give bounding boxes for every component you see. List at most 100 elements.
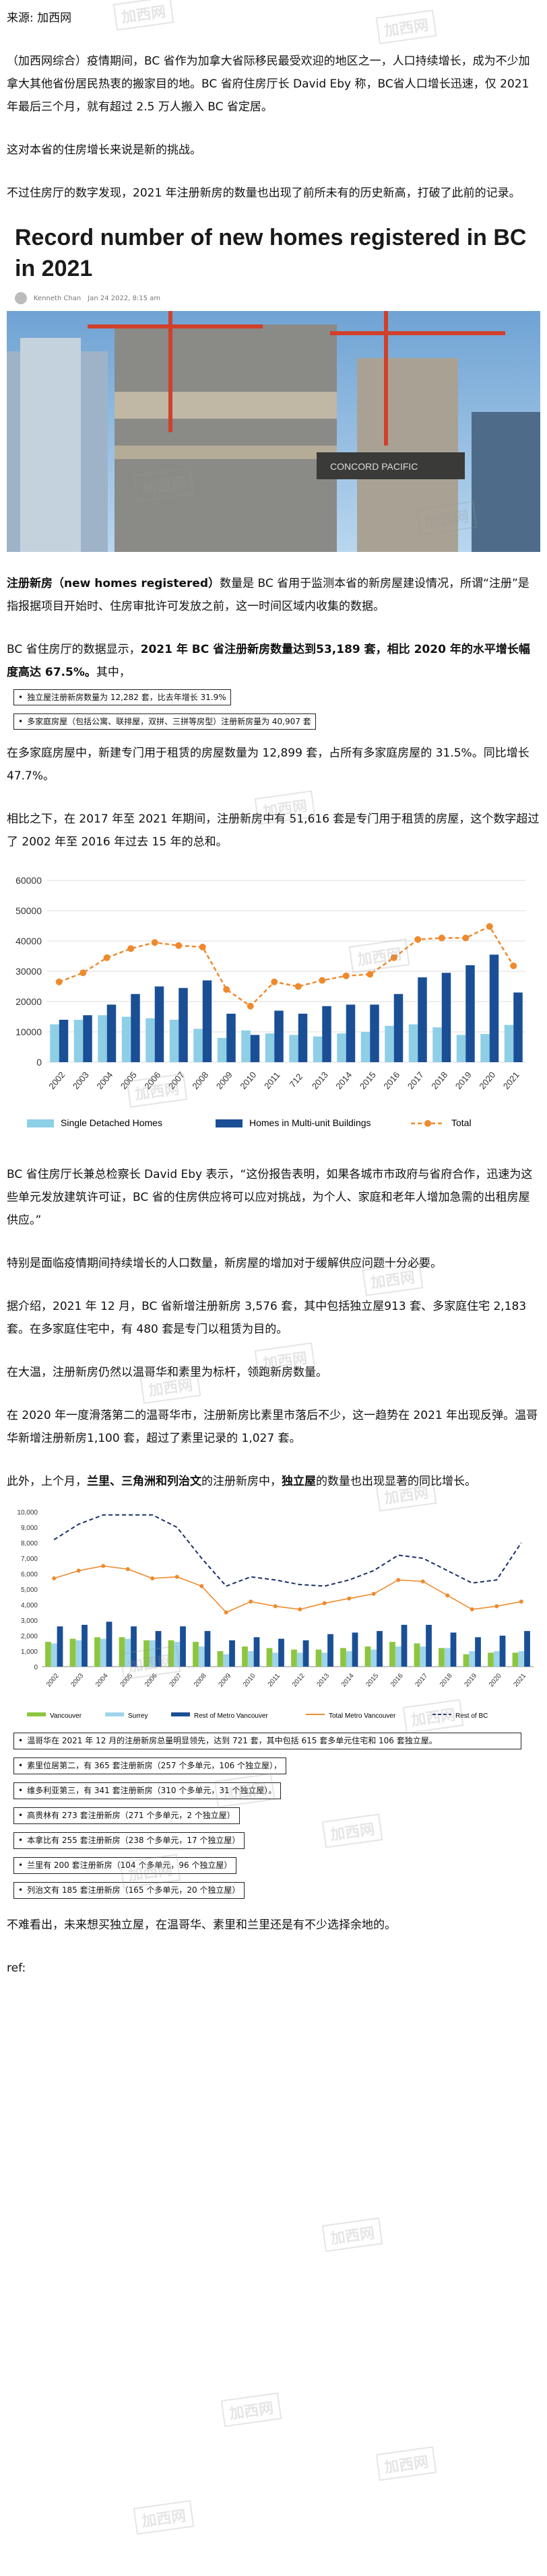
bar-surrey	[444, 1648, 451, 1667]
bar-multi-unit	[298, 1014, 308, 1062]
bar-single-detached	[360, 1032, 371, 1062]
y-tick-label: 20000	[15, 996, 42, 1007]
definition-text: 数量是 BC 省用于监测本省的新房屋建设情况，所谓“注册”是指报据项目开始时、住…	[7, 577, 529, 613]
bar-multi-unit	[322, 1006, 331, 1062]
bar-surrey	[395, 1646, 401, 1667]
y-tick-label: 6,000	[21, 1571, 38, 1578]
watermark-logo: 加西网	[220, 2392, 282, 2427]
x-tick-label: 2019	[453, 1070, 474, 1091]
bar-rest-of-metro-vancouver	[278, 1638, 284, 1667]
bar-vancouver	[488, 1652, 494, 1667]
y-tick-label: 9,000	[21, 1525, 38, 1532]
y-tick-label: 0	[36, 1057, 42, 1068]
bar-single-detached	[265, 1033, 275, 1062]
legend-label: Rest of Metro Vancouver	[194, 1712, 269, 1720]
note-item: 列治文有 185 套注册新房（165 个多单元，20 个独立屋）	[13, 1882, 245, 1899]
y-tick-label: 10000	[15, 1026, 42, 1037]
paragraph-december: 据介绍，2021 年 12 月，BC 省新增注册新房 3,576 套，其中包括独…	[7, 1300, 527, 1336]
line-rest-of-bc	[53, 1514, 522, 1587]
paragraph-challenge: 这对本省的住房增长来说是新的挑战。	[7, 143, 201, 157]
bar-single-detached	[217, 1038, 227, 1062]
point-total-metro	[347, 1596, 352, 1601]
bar-single-detached	[73, 1020, 84, 1062]
byline: Kenneth Chan Jan 24 2022, 8:15 am	[15, 292, 540, 304]
publish-date: Jan 24 2022, 8:15 am	[88, 294, 161, 302]
point-total	[438, 934, 445, 942]
x-tick-label: 2009	[217, 1672, 232, 1688]
bar-surrey	[247, 1651, 254, 1667]
x-tick-label: 2019	[463, 1672, 478, 1688]
bar-single-detached	[169, 1020, 179, 1062]
callout-detached: 独立屋注册新房数量为 12,282 套，比去年增长 31.9%	[13, 689, 231, 705]
bar-multi-unit	[202, 980, 212, 1062]
bar-rest-of-metro-vancouver	[82, 1624, 88, 1667]
point-total	[319, 977, 326, 984]
legend-swatch	[105, 1712, 124, 1716]
x-tick-label: 2011	[267, 1672, 282, 1688]
chart-registrations: 0 10000 20000 30000 40000 50000 60000 2002 2003 2…	[7, 867, 540, 1150]
bar-vancouver	[45, 1642, 51, 1667]
bar-surrey	[518, 1651, 525, 1667]
watermark-logo: 加西网	[375, 2446, 437, 2481]
bar-multi-unit	[179, 987, 188, 1062]
legend-swatch	[27, 1712, 46, 1716]
paragraph-definition: 注册新房（new homes registered）数量是 BC 省用于监测本省…	[7, 572, 540, 618]
bar-vancouver	[266, 1648, 273, 1667]
bar-multi-unit	[59, 1020, 69, 1062]
y-tick-label: 3,000	[21, 1617, 38, 1625]
y-tick-label: 60000	[15, 875, 42, 886]
x-tick-label: 2021	[501, 1070, 521, 1091]
point-total	[294, 983, 302, 990]
bar-rest-of-metro-vancouver	[253, 1637, 260, 1667]
bar-rest-of-metro-vancouver	[450, 1632, 457, 1667]
bar-rest-of-metro-vancouver	[352, 1632, 358, 1667]
x-tick-label: 2018	[429, 1070, 449, 1091]
point-total	[103, 954, 110, 961]
bar-vancouver	[315, 1649, 322, 1667]
bar-single-detached	[480, 1034, 490, 1062]
line-total	[59, 925, 515, 1008]
bar-single-detached	[50, 1024, 59, 1062]
x-tick-label: 2002	[46, 1070, 67, 1091]
bar-vancouver	[69, 1638, 76, 1667]
regions-lead: 此外，上个月，	[7, 1475, 87, 1488]
bar-multi-unit	[393, 994, 404, 1062]
paragraph-regions: 此外，上个月，兰里、三角洲和列治文的注册新房中，独立屋的数量也出现显著的同比增长…	[7, 1470, 540, 1493]
crane-banner-text: CONCORD PACIFIC	[330, 461, 418, 472]
point-total-metro	[52, 1576, 57, 1580]
x-tick-label: 2003	[71, 1070, 91, 1091]
bar-surrey	[346, 1651, 352, 1667]
point-total	[55, 978, 63, 985]
point-total-metro	[174, 1574, 179, 1579]
x-tick-label: 2020	[488, 1672, 503, 1688]
bar-vancouver	[463, 1654, 470, 1667]
stats-highlight: 2021 年 BC 省注册新房数量达到53,189 套，相比 2020 年的水平…	[7, 643, 530, 679]
bar-single-detached	[121, 1016, 131, 1062]
bar-surrey	[174, 1642, 181, 1667]
callout-multifamily: 多家庭房屋（包括公寓、联排屋，双拼、三拼等房型）注册新房量为 40,907 套	[13, 713, 316, 730]
construction-photo: CONCORD PACIFIC	[7, 311, 540, 552]
x-tick-label: 2005	[119, 1672, 134, 1688]
legend-label-single: Single Detached Homes	[61, 1117, 162, 1128]
bar-surrey	[272, 1652, 279, 1667]
x-tick-label: 2011	[262, 1070, 282, 1091]
bar-vancouver	[340, 1648, 346, 1667]
x-tick-label: 2007	[166, 1070, 187, 1091]
note-item: 维多利亚第三，有 341 套注册新房（310 个多单元，31 个独立屋）。	[13, 1782, 282, 1799]
x-tick-label: 2004	[94, 1672, 110, 1688]
y-tick-label: 8,000	[21, 1540, 38, 1547]
bar-multi-unit	[226, 1014, 236, 1062]
x-tick-label: 2004	[94, 1070, 115, 1091]
point-total-metro	[371, 1591, 376, 1596]
x-tick-label: 2016	[389, 1672, 405, 1688]
x-tick-label: 2014	[340, 1672, 356, 1688]
point-total-metro	[420, 1579, 425, 1584]
x-tick-label: 2013	[310, 1070, 330, 1091]
bar-multi-unit	[250, 1035, 260, 1062]
bar-vancouver	[439, 1648, 445, 1667]
point-total-metro	[199, 1584, 204, 1589]
bar-surrey	[371, 1649, 377, 1667]
bar-vancouver	[512, 1652, 519, 1667]
bar-rest-of-metro-vancouver	[401, 1624, 408, 1667]
point-total-metro	[494, 1604, 499, 1609]
